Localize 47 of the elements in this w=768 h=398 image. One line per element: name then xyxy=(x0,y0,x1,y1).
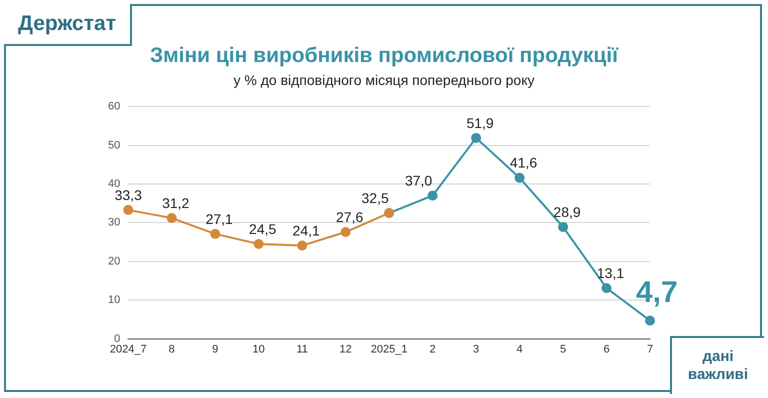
point xyxy=(210,228,220,239)
text: дані важливі xyxy=(670,336,764,394)
x-tick-label: 5 xyxy=(560,343,566,356)
x-tick-label: 10 xyxy=(252,343,265,356)
point xyxy=(428,190,438,201)
point xyxy=(514,172,525,183)
x-tick-label: 2025_1 xyxy=(370,343,408,356)
point xyxy=(123,204,134,215)
data-label: 13,1 xyxy=(596,264,624,281)
x-tick-label: 2 xyxy=(430,343,436,356)
chart-subtitle: у % до відповідного місяця попереднього року xyxy=(232,72,536,88)
point xyxy=(471,132,482,143)
data-label: 51,9 xyxy=(466,114,494,131)
text: Держстат xyxy=(4,4,132,46)
data-label: 32,5 xyxy=(361,190,389,206)
y-tick-label: 50 xyxy=(108,139,120,152)
point xyxy=(340,226,351,237)
data-label: 4,7 xyxy=(636,276,678,309)
x-tick-label: 12 xyxy=(340,343,352,356)
x-tick-label: 2024_7 xyxy=(110,343,147,356)
data-label: 27,6 xyxy=(336,208,364,225)
x-tick-label: 3 xyxy=(473,343,480,356)
chart-title: Зміни цін виробників промислової продукції xyxy=(148,44,620,68)
y-tick-label: 30 xyxy=(108,216,120,229)
data-label: 28,9 xyxy=(553,204,581,220)
data-label: 41,6 xyxy=(510,154,538,171)
y-tick-label: 20 xyxy=(108,255,120,268)
x-tick-label: 4 xyxy=(516,343,523,356)
x-tick-label: 11 xyxy=(296,343,308,356)
point xyxy=(166,213,177,224)
data-label: 37,0 xyxy=(404,172,432,188)
y-tick-label: 60 xyxy=(108,100,120,113)
x-tick-label: 8 xyxy=(168,343,175,356)
point xyxy=(602,283,612,294)
data-label: 24,1 xyxy=(292,222,320,238)
point xyxy=(558,222,568,232)
data-label: 27,1 xyxy=(206,210,234,227)
x-tick-label: 9 xyxy=(212,343,218,356)
data-label: 24,5 xyxy=(249,220,277,237)
y-tick-label: 10 xyxy=(108,294,120,306)
x-tick-label: 6 xyxy=(603,343,610,356)
point xyxy=(645,316,655,326)
point xyxy=(297,240,308,251)
point xyxy=(254,238,264,249)
data-label: 31,2 xyxy=(162,194,190,211)
y-tick-label: 0 xyxy=(114,332,120,345)
x-tick-label: 7 xyxy=(646,343,654,356)
